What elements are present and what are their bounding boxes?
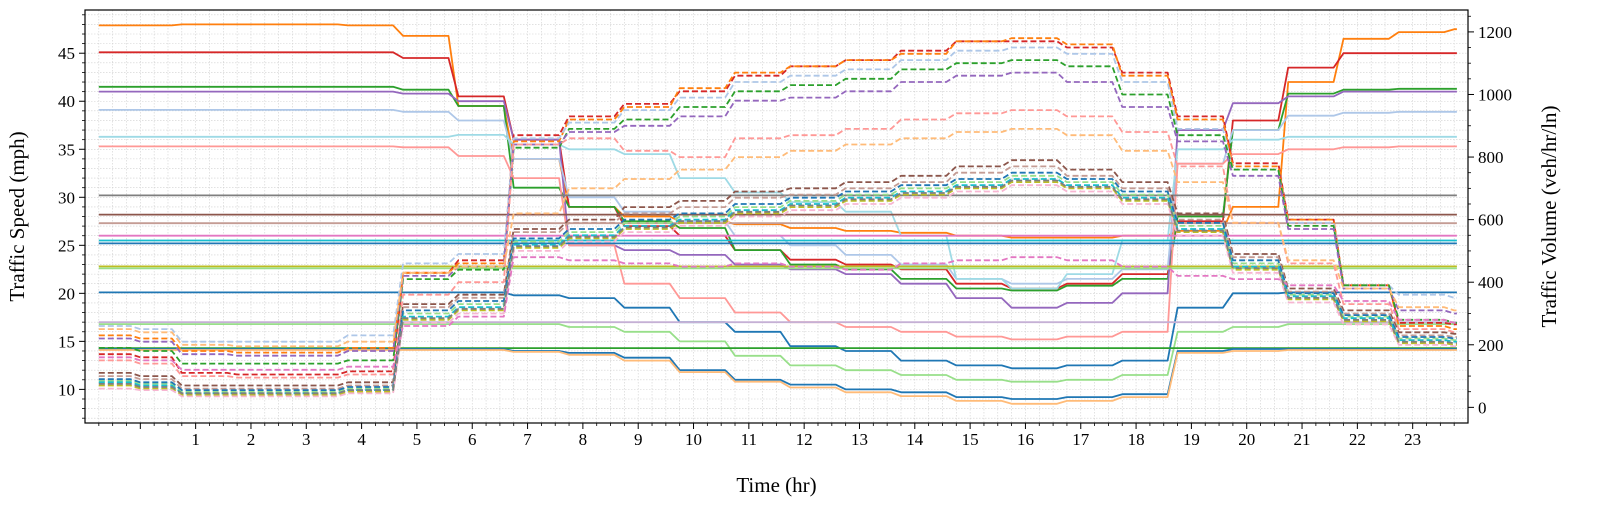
x-tick-label: 5	[413, 430, 422, 449]
left-y-tick-label: 30	[58, 188, 75, 207]
x-axis-ticks: 1 2 3 4 5 6 7 8 9 10 11 12 13 14 15 16 17 18 19 20 21 22 23	[98, 423, 1455, 449]
volume-series-line	[98, 159, 1457, 387]
speed-series-line	[98, 90, 1457, 309]
volume-series-line	[98, 37, 1457, 354]
right-y-axis-title: Traffic Volume (veh/hr/ln)	[1537, 105, 1561, 327]
right-y-tick-label: 800	[1478, 148, 1504, 167]
x-tick-label: 12	[796, 430, 813, 449]
speed-series-group	[98, 23, 1457, 405]
left-y-tick-label: 15	[58, 332, 75, 351]
x-tick-label: 11	[741, 430, 757, 449]
volume-series-line	[98, 71, 1457, 357]
x-tick-label: 7	[523, 430, 532, 449]
x-tick-label: 10	[685, 430, 702, 449]
x-tick-label: 23	[1404, 430, 1421, 449]
volume-series-line	[98, 59, 1457, 365]
x-tick-label: 18	[1128, 430, 1145, 449]
left-y-tick-label: 20	[58, 284, 75, 303]
x-tick-label: 17	[1072, 430, 1090, 449]
right-y-tick-label: 200	[1478, 336, 1504, 355]
left-y-axis-title: Traffic Speed (mph)	[5, 131, 29, 301]
left-y-tick-label: 10	[58, 380, 75, 399]
x-tick-label: 1	[191, 430, 200, 449]
speed-series-line	[98, 291, 1457, 370]
right-y-tick-label: 400	[1478, 273, 1504, 292]
x-tick-label: 22	[1349, 430, 1366, 449]
left-y-axis-ticks: 10 15 20 25 30 35 40 45	[58, 14, 85, 419]
right-y-tick-label: 1000	[1478, 85, 1512, 104]
x-tick-label: 6	[468, 430, 477, 449]
volume-series-line	[98, 256, 1457, 371]
volume-series-line	[98, 128, 1457, 348]
speed-series-line	[98, 348, 1457, 400]
speed-series-line	[98, 51, 1457, 290]
x-tick-label: 16	[1017, 430, 1034, 449]
volume-series-line	[98, 179, 1457, 395]
volume-series-line	[98, 181, 1457, 396]
x-tick-label: 2	[247, 430, 256, 449]
volume-series-line	[98, 40, 1457, 376]
right-y-tick-label: 0	[1478, 398, 1487, 417]
x-tick-label: 13	[851, 430, 868, 449]
volume-series-line	[98, 184, 1457, 398]
speed-series-line	[98, 23, 1457, 239]
right-y-tick-label: 600	[1478, 211, 1504, 230]
volume-series-line	[98, 171, 1457, 391]
x-axis-title: Time (hr)	[736, 473, 816, 497]
speed-series-line	[98, 134, 1457, 290]
volume-series-line	[98, 174, 1457, 393]
x-tick-label: 21	[1294, 430, 1311, 449]
left-y-tick-label: 40	[58, 92, 75, 111]
x-tick-label: 3	[302, 430, 311, 449]
x-tick-label: 20	[1238, 430, 1255, 449]
volume-series-line	[98, 165, 1457, 390]
x-tick-label: 8	[579, 430, 588, 449]
x-tick-label: 15	[962, 430, 979, 449]
volume-series-group	[98, 37, 1457, 398]
speed-series-line	[98, 323, 1457, 383]
right-y-tick-label: 1200	[1478, 23, 1512, 42]
speed-series-line	[98, 145, 1457, 341]
speed-series-line	[98, 349, 1457, 405]
left-y-tick-label: 45	[58, 44, 75, 63]
x-tick-label: 9	[634, 430, 643, 449]
left-y-tick-label: 25	[58, 236, 75, 255]
x-tick-label: 4	[357, 430, 366, 449]
right-y-axis-ticks: 0 200 400 600 800 1000 1200	[1468, 15, 1512, 417]
x-tick-label: 19	[1183, 430, 1200, 449]
x-tick-label: 14	[906, 430, 924, 449]
left-y-tick-label: 35	[58, 140, 75, 159]
